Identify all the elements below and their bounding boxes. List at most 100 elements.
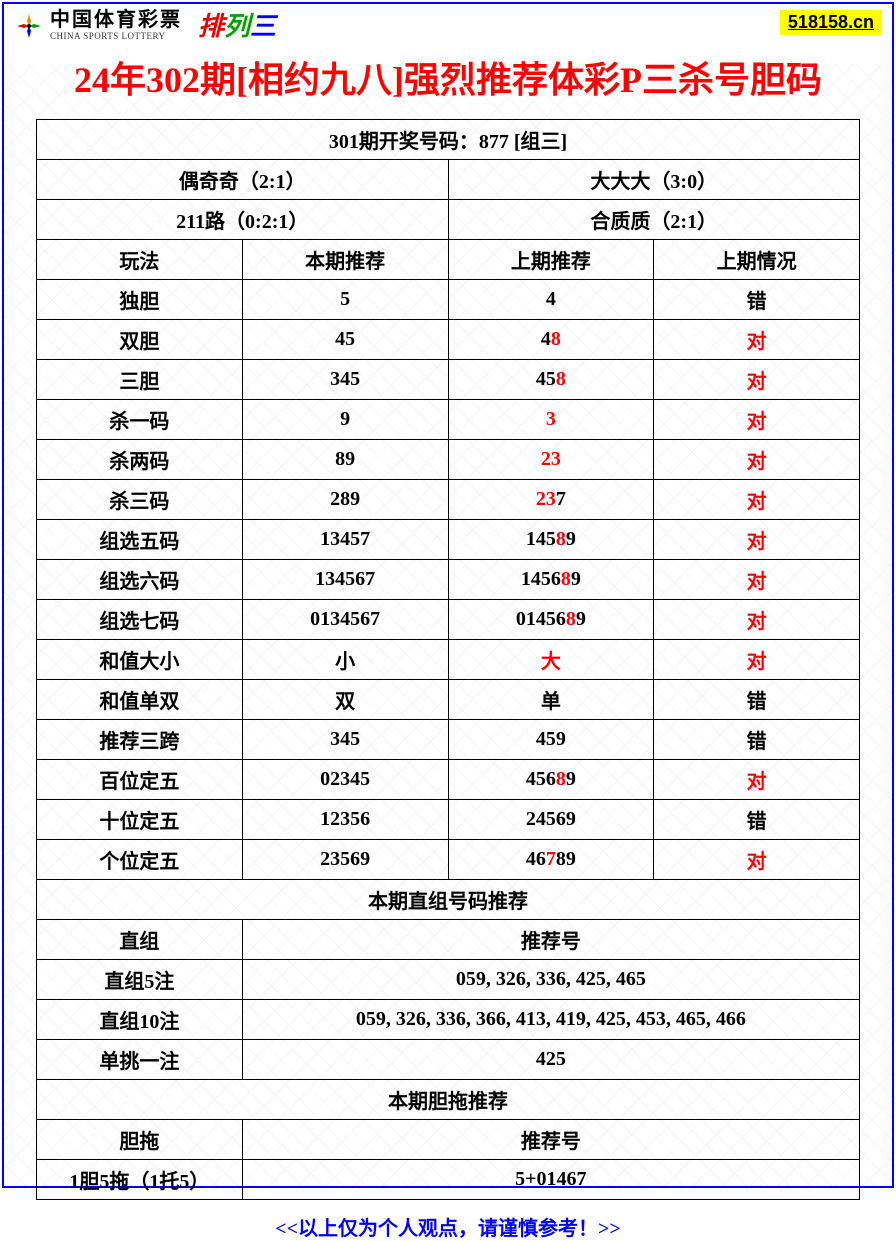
table-row: 个位定五2356946789对: [37, 840, 860, 880]
summary-2-1: 211路（0:2:1）: [37, 200, 449, 240]
row-current: 双: [242, 680, 448, 720]
row-current: 289: [242, 480, 448, 520]
draw-result-row: 301期开奖号码：877 [组三]: [37, 120, 860, 160]
row-name: 百位定五: [37, 760, 243, 800]
summary-row-1: 偶奇奇（2:1） 大大大（3:0）: [37, 160, 860, 200]
row-result: 对: [654, 560, 860, 600]
row-current: 5: [242, 280, 448, 320]
row-result: 对: [654, 640, 860, 680]
row-prev: 4: [448, 280, 654, 320]
summary-row-2: 211路（0:2:1） 合质质（2:1）: [37, 200, 860, 240]
table-row: 直组5注059, 326, 336, 425, 465: [37, 960, 860, 1000]
col-header-4: 上期情况: [654, 240, 860, 280]
table-row: 百位定五0234545689对: [37, 760, 860, 800]
header: 中国体育彩票 CHINA SPORTS LOTTERY 排列三 518158.c…: [4, 4, 892, 43]
row-prev: 458: [448, 360, 654, 400]
row-prev: 46789: [448, 840, 654, 880]
row-name: 十位定五: [37, 800, 243, 840]
row-value: 425: [242, 1040, 859, 1080]
row-label: 单挑一注: [37, 1040, 243, 1080]
row-result: 错: [654, 800, 860, 840]
row-result: 错: [654, 680, 860, 720]
row-result: 对: [654, 840, 860, 880]
row-name: 和值大小: [37, 640, 243, 680]
section2-header-left: 直组: [37, 920, 243, 960]
row-name: 个位定五: [37, 840, 243, 880]
row-prev: 23: [448, 440, 654, 480]
table-row: 和值大小小大对: [37, 640, 860, 680]
section3-header-row: 胆拖 推荐号: [37, 1120, 860, 1160]
draw-result: 301期开奖号码：877 [组三]: [37, 120, 860, 160]
row-result: 错: [654, 280, 860, 320]
table-row: 组选六码134567145689对: [37, 560, 860, 600]
section2-title: 本期直组号码推荐: [37, 880, 860, 920]
table-row: 杀两码8923对: [37, 440, 860, 480]
row-result: 对: [654, 480, 860, 520]
page-frame: 中国体育彩票 CHINA SPORTS LOTTERY 排列三 518158.c…: [2, 2, 894, 1188]
row-prev: 24569: [448, 800, 654, 840]
row-name: 三胆: [37, 360, 243, 400]
section3-title-row: 本期胆拖推荐: [37, 1080, 860, 1120]
row-prev: 0145689: [448, 600, 654, 640]
row-label: 直组5注: [37, 960, 243, 1000]
column-header-row: 玩法 本期推荐 上期推荐 上期情况: [37, 240, 860, 280]
row-current: 02345: [242, 760, 448, 800]
section3-header-right: 推荐号: [242, 1120, 859, 1160]
row-result: 对: [654, 760, 860, 800]
site-badge[interactable]: 518158.cn: [780, 10, 882, 35]
lottery-logo: 中国体育彩票 CHINA SPORTS LOTTERY 排列三: [14, 10, 276, 41]
row-value: 059, 326, 336, 425, 465: [242, 960, 859, 1000]
table-row: 直组10注059, 326, 336, 366, 413, 419, 425, …: [37, 1000, 860, 1040]
summary-1-1: 偶奇奇（2:1）: [37, 160, 449, 200]
pailie-logo: 排列三: [198, 13, 276, 39]
table-row: 推荐三跨345459错: [37, 720, 860, 760]
row-name: 推荐三跨: [37, 720, 243, 760]
section3-title: 本期胆拖推荐: [37, 1080, 860, 1120]
pailie-lie: 列: [224, 11, 250, 41]
row-prev: 48: [448, 320, 654, 360]
row-prev: 单: [448, 680, 654, 720]
row-current: 23569: [242, 840, 448, 880]
row-result: 对: [654, 520, 860, 560]
table-row: 杀三码289237对: [37, 480, 860, 520]
logo-text-cn: 中国体育彩票: [50, 10, 182, 30]
row-prev: 145689: [448, 560, 654, 600]
table-row: 单挑一注425: [37, 1040, 860, 1080]
row-prev: 14589: [448, 520, 654, 560]
lottery-logo-icon: [14, 11, 44, 41]
col-header-3: 上期推荐: [448, 240, 654, 280]
row-name: 杀三码: [37, 480, 243, 520]
table-row: 双胆4548对: [37, 320, 860, 360]
row-value: 5+01467: [242, 1160, 859, 1200]
row-name: 双胆: [37, 320, 243, 360]
row-name: 组选五码: [37, 520, 243, 560]
row-name: 独胆: [37, 280, 243, 320]
table-row: 1胆5拖（1托5）5+01467: [37, 1160, 860, 1200]
summary-2-2: 合质质（2:1）: [448, 200, 860, 240]
logo-text-block: 中国体育彩票 CHINA SPORTS LOTTERY: [50, 10, 182, 41]
table-row: 杀一码93对: [37, 400, 860, 440]
row-current: 0134567: [242, 600, 448, 640]
table-row: 和值单双双单错: [37, 680, 860, 720]
pailie-san: 三: [250, 11, 276, 41]
row-current: 345: [242, 720, 448, 760]
row-prev: 237: [448, 480, 654, 520]
row-name: 杀两码: [37, 440, 243, 480]
row-value: 059, 326, 336, 366, 413, 419, 425, 453, …: [242, 1000, 859, 1040]
table-row: 独胆54错: [37, 280, 860, 320]
table-row: 组选五码1345714589对: [37, 520, 860, 560]
row-result: 对: [654, 320, 860, 360]
row-name: 和值单双: [37, 680, 243, 720]
table-row: 组选七码01345670145689对: [37, 600, 860, 640]
row-name: 组选六码: [37, 560, 243, 600]
row-label: 直组10注: [37, 1000, 243, 1040]
row-current: 12356: [242, 800, 448, 840]
row-result: 对: [654, 360, 860, 400]
row-current: 134567: [242, 560, 448, 600]
row-prev: 45689: [448, 760, 654, 800]
col-header-2: 本期推荐: [242, 240, 448, 280]
row-label: 1胆5拖（1托5）: [37, 1160, 243, 1200]
row-result: 对: [654, 440, 860, 480]
lottery-table: 301期开奖号码：877 [组三] 偶奇奇（2:1） 大大大（3:0） 211路…: [36, 119, 860, 1200]
footer-note: <<以上仅为个人观点，请谨慎参考！>>: [4, 1200, 892, 1241]
